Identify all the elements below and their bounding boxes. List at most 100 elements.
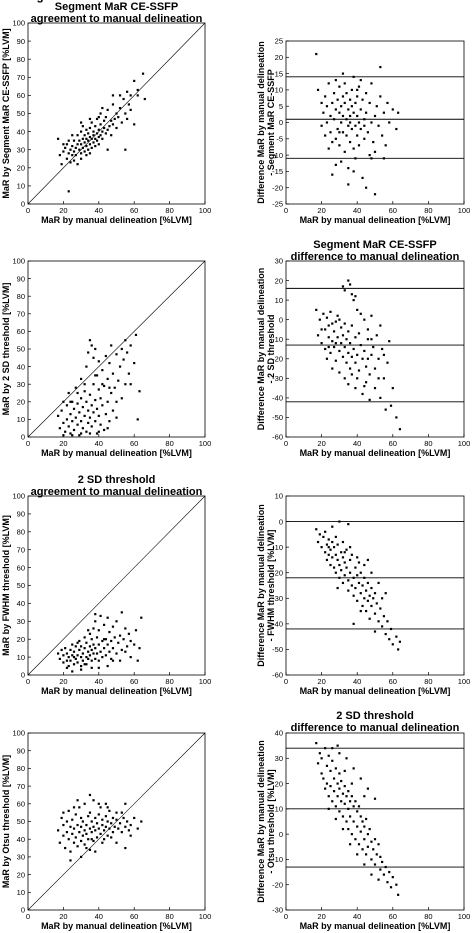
data-point [76,654,79,657]
data-point [78,434,81,437]
data-point [97,827,100,830]
data-point [58,841,61,844]
data-point [379,396,382,399]
data-point [65,666,69,669]
data-point [62,150,65,153]
data-point [101,130,104,133]
data-point [384,144,387,147]
data-point [350,355,353,358]
data-point [329,548,332,551]
x-tick-label: 100 [458,439,471,448]
data-point [120,811,123,814]
data-point [71,420,74,423]
data-point [99,397,102,400]
data-point [69,659,72,662]
y-tick-label: 0 [21,906,25,915]
x-tick-label: 0 [284,677,288,686]
data-point [62,811,65,814]
data-point [341,540,345,544]
data-point [129,656,132,659]
data-point [76,134,79,137]
data-point [133,79,136,83]
data-point [60,816,63,820]
y-tick-label: 10 [17,182,25,191]
data-point [126,117,129,121]
x-axis-label: MaR by manual delineation [%LVM] [300,448,451,458]
data-point [350,782,353,785]
data-point [78,806,81,809]
data-point [316,88,320,91]
data-point [90,831,93,834]
data-point [363,118,366,121]
data-point [108,125,111,128]
data-point [343,101,346,105]
data-point [359,592,362,595]
data-point [62,654,65,657]
data-point [331,540,334,544]
data-point [69,413,72,416]
data-point [85,154,88,157]
data-point [338,787,341,790]
y-tick-label: -30 [272,906,283,915]
data-point [90,137,93,140]
data-point [141,72,145,75]
y-tick-label: 50 [17,817,25,826]
data-point [115,400,118,403]
y-tick-label: 90 [17,274,25,283]
data-point [62,421,65,425]
data-point [76,143,79,146]
x-tick-label: 0 [26,439,30,448]
data-point [352,170,355,173]
data-point [334,767,337,770]
data-point [103,384,106,388]
data-point [370,121,373,124]
data-point [331,340,334,343]
panel-title: Segment MaR CE-SSFP [313,239,436,251]
data-point [372,345,375,349]
data-point [338,85,341,88]
data-point [365,589,368,592]
data-point [359,79,362,82]
y-tick-label: 10 [17,888,25,897]
data-point [379,855,382,858]
data-point [352,805,355,808]
data-point [341,827,345,831]
y-tick-label: -40 [272,394,283,403]
data-point [78,139,81,142]
data-point [101,369,104,372]
data-point [97,666,100,669]
data-point [363,563,366,567]
data-point [97,388,100,391]
data-point [389,886,393,889]
data-point [384,592,387,595]
data-point [375,105,378,108]
data-point [103,829,106,832]
data-point [113,636,116,639]
data-point [368,594,371,597]
data-point [331,759,334,762]
panel-subtitle: difference to manual delineation [291,722,460,734]
y-axis-label: Difference MaR by manual delineation [256,268,266,431]
data-point [395,883,398,886]
data-point [332,118,336,121]
data-point [110,134,113,137]
data-point [92,627,95,630]
data-point [359,108,362,111]
data-point [108,386,111,389]
data-point [80,432,83,435]
data-point [343,150,346,153]
data-point [324,95,327,98]
y-tick-label: -15 [272,167,283,176]
data-point [327,336,330,339]
data-point [65,157,69,160]
data-point [357,85,361,88]
data-point [87,409,90,412]
data-point [334,163,337,166]
data-point [85,656,88,659]
y-tick-label: -5 [276,135,283,144]
data-point [83,390,86,393]
data-point [90,404,93,407]
